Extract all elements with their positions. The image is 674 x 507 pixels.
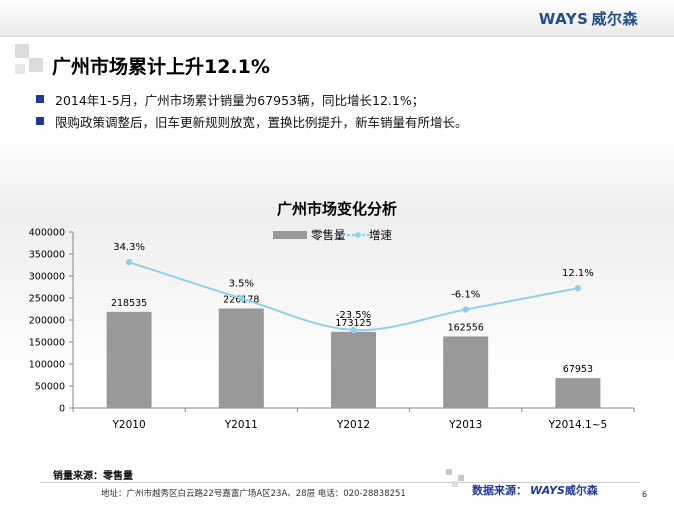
x-axis-labels: Y2010 Y2011 Y2012 Y2013 Y2014.1~5	[112, 419, 608, 431]
y-tick-label: 100000	[29, 360, 65, 371]
growth-label: 12.1%	[562, 268, 594, 279]
growth-point	[462, 306, 469, 313]
slide-title: 广州市场累计上升12.1%	[52, 56, 270, 78]
legend-line-label: 增速	[369, 228, 392, 242]
bar-Y2014.1~5	[555, 378, 601, 408]
y-tick-label: 250000	[29, 294, 65, 305]
data-source-cn: 威尔森	[564, 484, 598, 497]
sales-source-note: 销量来源：零售量	[53, 471, 133, 482]
x-category-label: Y2012	[336, 419, 370, 431]
x-category-label: Y2010	[112, 419, 146, 431]
growth-point	[238, 295, 245, 302]
bar-value-label: 173125	[335, 318, 371, 329]
logo-text: WAYS	[538, 10, 589, 28]
growth-point	[125, 258, 133, 266]
y-axis-ticks: 0 50000 100000 150000 200000 250000 300000 3500…	[29, 228, 635, 415]
legend-bar-label: 零售量	[311, 228, 346, 242]
legend-bar-swatch	[273, 231, 307, 239]
x-category-label: Y2013	[448, 419, 482, 431]
growth-label: 3.5%	[229, 278, 254, 289]
chart-legend: 零售量 增速	[273, 228, 392, 242]
legend-line-marker	[355, 232, 361, 238]
bar-value-label: 162556	[448, 322, 484, 333]
bullet-list: 2014年1-5月，广州市场累计销量为67953辆，同比增长12.1%； 限购政…	[36, 88, 656, 132]
decorative-squares	[15, 44, 45, 78]
company-address: 地址：广州市越秀区白云路22号嘉富广场A区23A、28层 电话：020-2883…	[101, 489, 406, 499]
bar-Y2011	[218, 308, 264, 408]
bullet-text: 限购政策调整后，旧车更新规则放宽，置换比例提升，新车销量有所增长。	[55, 114, 468, 130]
top-banner: WAYS 威尔森	[0, 0, 674, 37]
page-number: 6	[642, 490, 648, 499]
y-tick-label: 400000	[29, 228, 65, 239]
company-logo: WAYS 威尔森	[539, 8, 638, 30]
logo-cn-text: 威尔森	[591, 10, 638, 28]
bar-value-label: 67953	[563, 364, 593, 375]
growth-point	[350, 326, 357, 334]
y-tick-label: 300000	[29, 272, 65, 283]
bar-value-label: 218535	[111, 298, 147, 309]
growth-point	[574, 285, 582, 292]
x-category-label: Y2014.1~5	[548, 419, 608, 431]
bullet-item: 2014年1-5月，广州市场累计销量为67953辆，同比增长12.1%；	[36, 88, 656, 110]
growth-label: 34.3%	[113, 242, 145, 253]
sales-chart: 广州市场变化分析 零售量 增速 0 50000 100000 150000 200000…	[29, 200, 635, 431]
growth-label: -6.1%	[451, 290, 480, 301]
bar-Y2012	[331, 331, 376, 408]
footer-divider	[40, 482, 640, 483]
data-source-brand: WAYS	[530, 484, 565, 497]
growth-series: 34.3% 3.5% -23.5% -6.1% 12.1%	[113, 242, 594, 334]
bullet-item: 限购政策调整后，旧车更新规则放宽，置换比例提升，新车销量有所增长。	[36, 110, 656, 132]
bullet-square-icon	[36, 117, 44, 125]
y-tick-label: 350000	[29, 250, 65, 261]
data-source-credit: 数据来源： WAYS威尔森	[472, 482, 598, 498]
chart-title: 广州市场变化分析	[277, 200, 397, 218]
y-tick-label: 200000	[29, 316, 65, 327]
y-tick-label: 50000	[35, 382, 65, 393]
bar-Y2013	[443, 336, 489, 408]
bullet-text: 2014年1-5月，广州市场累计销量为67953辆，同比增长12.1%；	[55, 92, 425, 108]
bar-Y2010	[106, 311, 152, 408]
footer-decorative-squares	[446, 469, 470, 493]
data-source-label: 数据来源：	[472, 484, 527, 497]
y-tick-label: 0	[59, 404, 65, 415]
y-tick-label: 150000	[29, 338, 65, 349]
x-category-label: Y2011	[224, 419, 258, 431]
growth-label: -23.5%	[336, 310, 371, 321]
bullet-square-icon	[36, 95, 44, 103]
